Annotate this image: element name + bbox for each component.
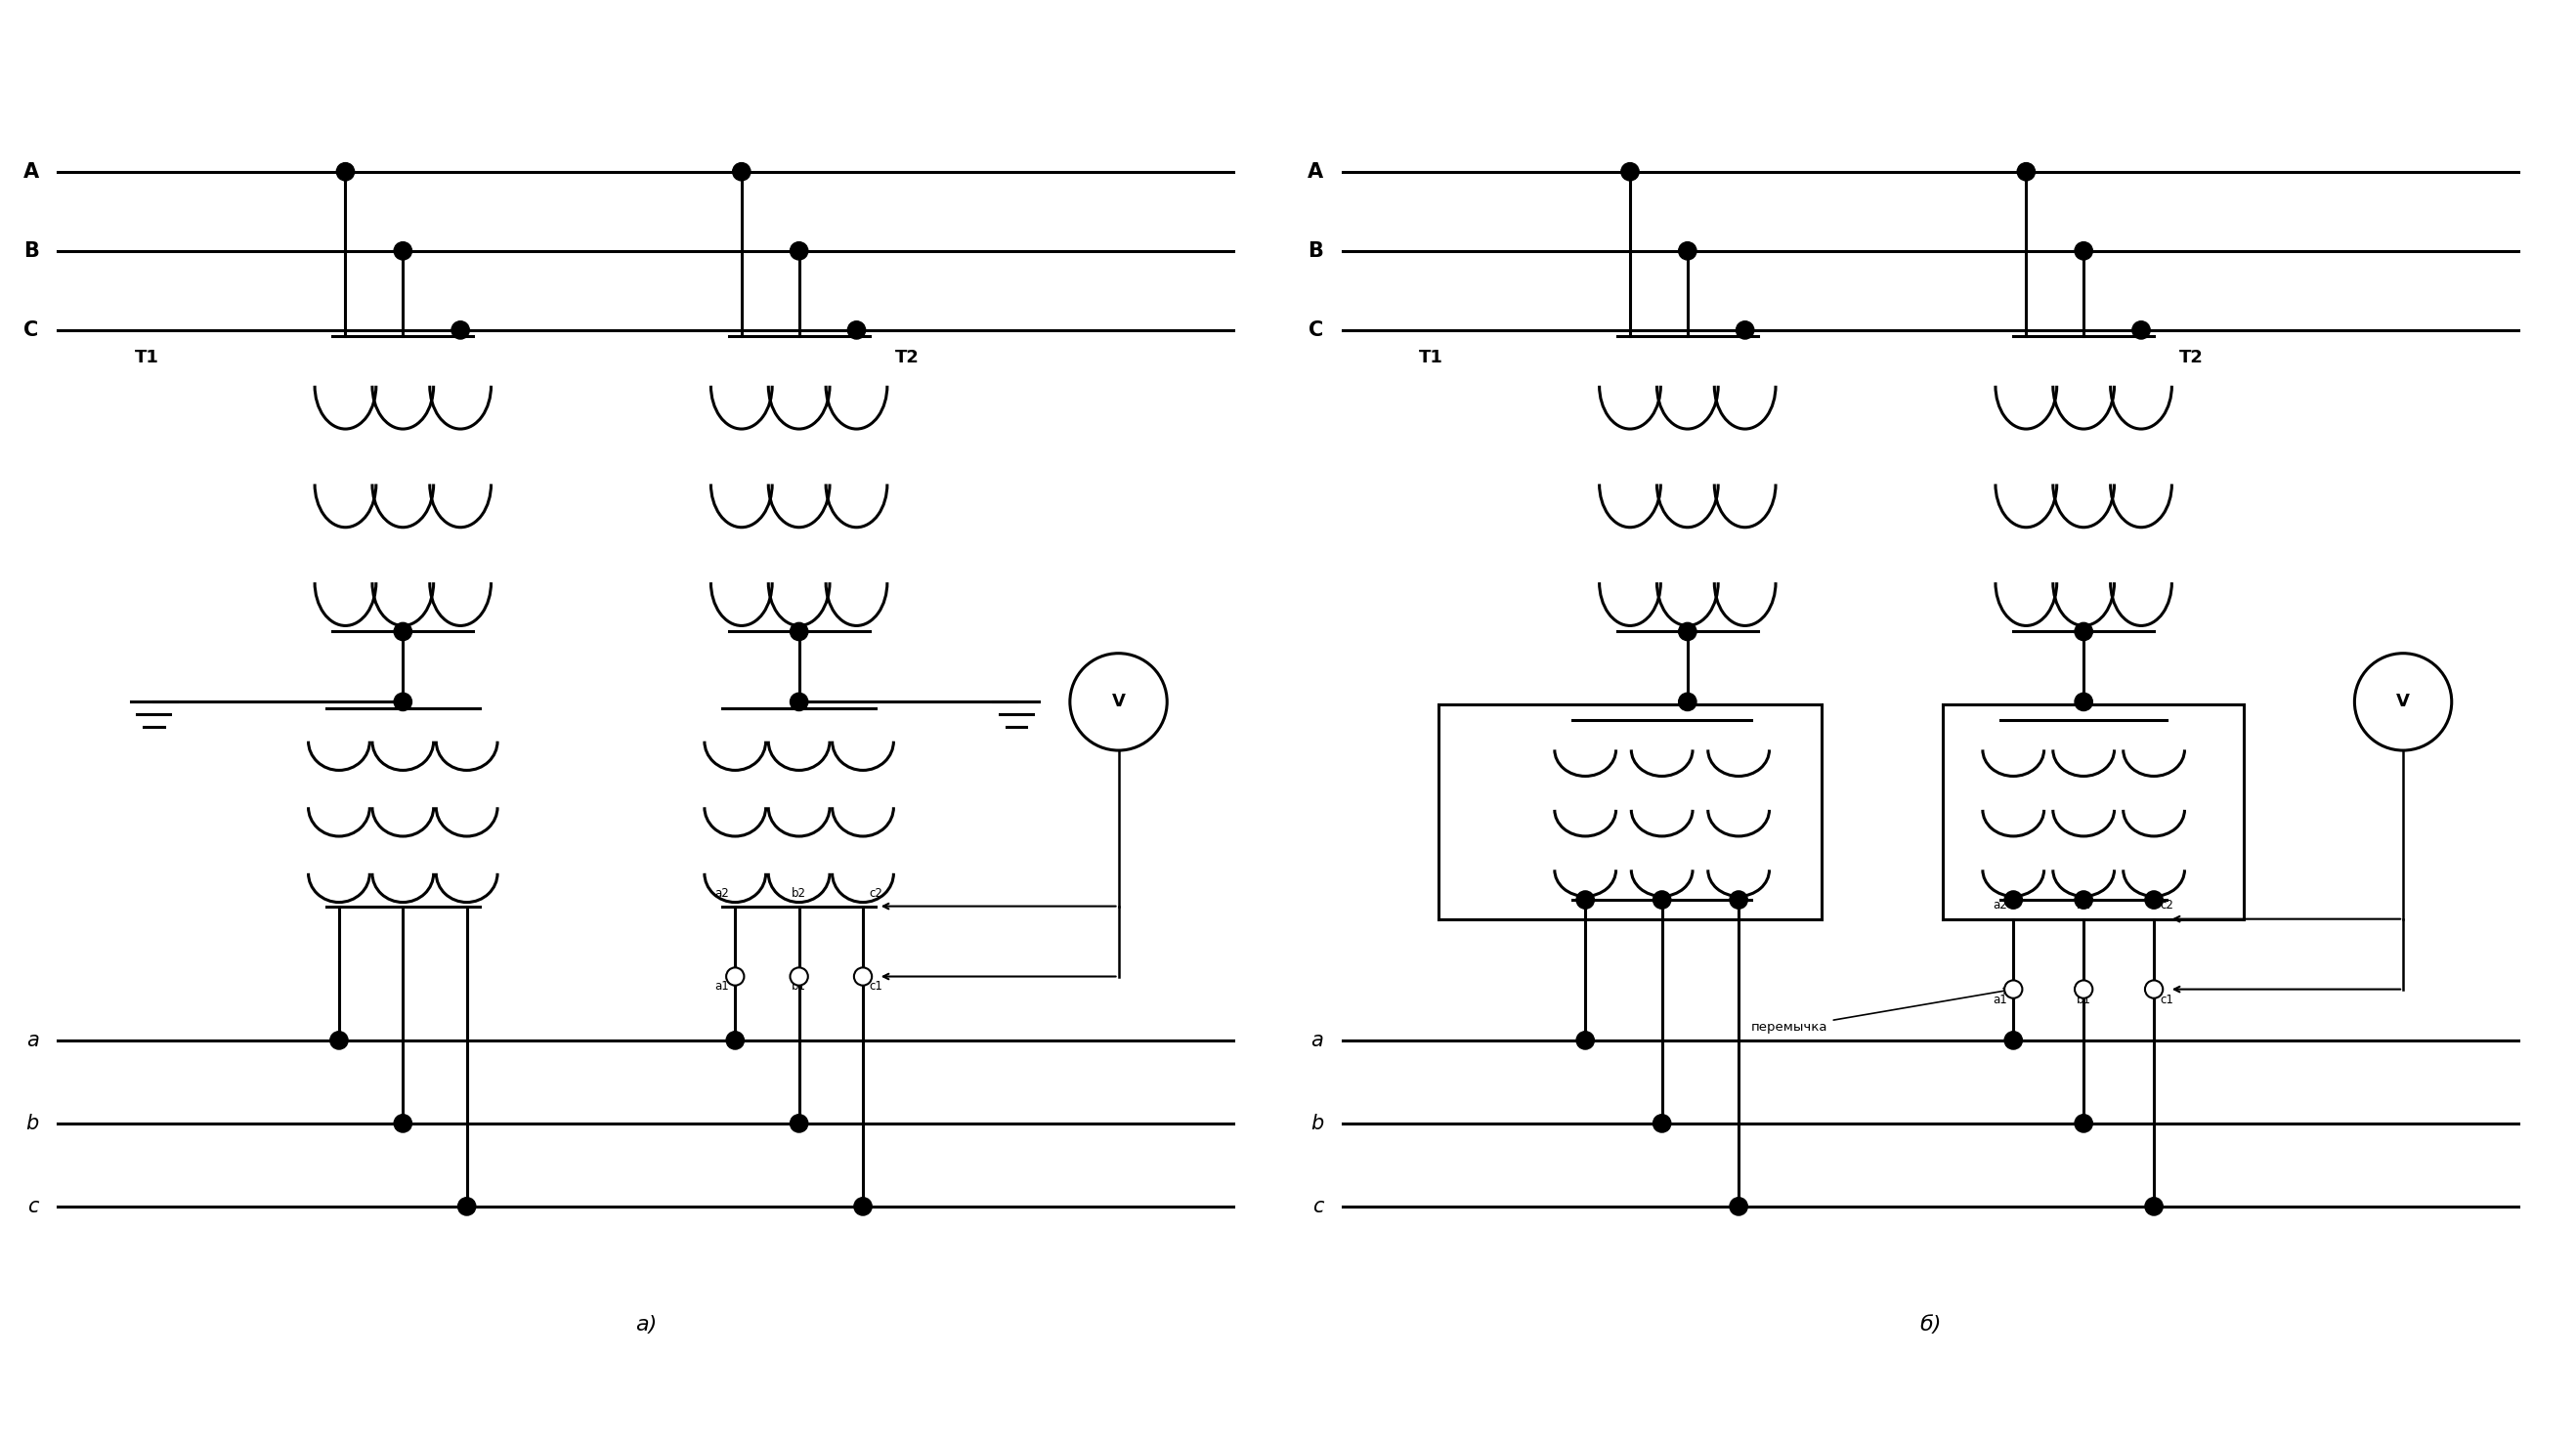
Circle shape <box>791 968 809 985</box>
Circle shape <box>848 322 866 339</box>
Circle shape <box>2074 242 2092 260</box>
Text: б): б) <box>1919 1315 1942 1334</box>
Circle shape <box>2146 981 2164 998</box>
Circle shape <box>791 242 809 260</box>
Circle shape <box>394 242 412 260</box>
Circle shape <box>1680 242 1698 260</box>
Text: c: c <box>28 1197 39 1216</box>
Circle shape <box>2146 891 2164 908</box>
Circle shape <box>1736 322 1754 339</box>
Text: T2: T2 <box>2179 349 2205 366</box>
Circle shape <box>1654 1115 1672 1132</box>
Circle shape <box>2074 1115 2092 1132</box>
Circle shape <box>2074 981 2092 998</box>
Text: T2: T2 <box>894 349 920 366</box>
Text: a2: a2 <box>1994 898 2007 911</box>
Text: V: V <box>2396 694 2411 711</box>
Text: a1: a1 <box>714 981 729 994</box>
Circle shape <box>451 322 469 339</box>
Text: B: B <box>1309 241 1324 261</box>
Text: перемычка: перемычка <box>1752 988 2009 1034</box>
Text: b1: b1 <box>791 981 806 994</box>
Circle shape <box>330 1031 348 1050</box>
Circle shape <box>2074 891 2092 908</box>
Circle shape <box>726 968 744 985</box>
Circle shape <box>1620 163 1638 180</box>
Circle shape <box>2146 1197 2164 1216</box>
Text: C: C <box>23 320 39 340</box>
Circle shape <box>1680 623 1698 640</box>
Text: a2: a2 <box>714 887 729 900</box>
Circle shape <box>1680 694 1698 711</box>
Circle shape <box>2074 623 2092 640</box>
Circle shape <box>394 623 412 640</box>
Circle shape <box>1654 891 1672 908</box>
Circle shape <box>337 163 355 180</box>
Circle shape <box>855 1197 871 1216</box>
Circle shape <box>732 163 750 180</box>
Text: T1: T1 <box>1419 349 1443 366</box>
Circle shape <box>2133 322 2151 339</box>
Circle shape <box>791 1115 809 1132</box>
Text: V: V <box>1113 694 1126 711</box>
Circle shape <box>459 1197 477 1216</box>
Circle shape <box>791 623 809 640</box>
Circle shape <box>2004 1031 2022 1050</box>
Text: а): а) <box>634 1315 657 1334</box>
Text: a1: a1 <box>1994 994 2007 1007</box>
Text: b2: b2 <box>2076 898 2092 911</box>
Circle shape <box>394 1115 412 1132</box>
Text: b2: b2 <box>791 887 806 900</box>
Text: C: C <box>1309 320 1324 340</box>
Circle shape <box>2004 891 2022 908</box>
Circle shape <box>1577 891 1595 908</box>
Circle shape <box>1728 891 1747 908</box>
Circle shape <box>855 968 871 985</box>
Text: b: b <box>1311 1113 1324 1133</box>
Circle shape <box>2017 163 2035 180</box>
Circle shape <box>1577 1031 1595 1050</box>
Text: c1: c1 <box>2161 994 2174 1007</box>
Text: A: A <box>23 162 39 182</box>
Text: b: b <box>26 1113 39 1133</box>
Text: A: A <box>1309 162 1324 182</box>
Text: a: a <box>1311 1031 1324 1050</box>
Circle shape <box>791 694 809 711</box>
Text: c1: c1 <box>868 981 884 994</box>
Text: a: a <box>26 1031 39 1050</box>
Circle shape <box>726 1031 744 1050</box>
Text: c2: c2 <box>868 887 884 900</box>
Text: b1: b1 <box>2076 994 2092 1007</box>
Text: T1: T1 <box>134 349 160 366</box>
Text: c: c <box>1311 1197 1324 1216</box>
Circle shape <box>1728 1197 1747 1216</box>
Text: c2: c2 <box>2161 898 2174 911</box>
Text: B: B <box>23 241 39 261</box>
Circle shape <box>2004 981 2022 998</box>
Circle shape <box>394 694 412 711</box>
Circle shape <box>2074 694 2092 711</box>
